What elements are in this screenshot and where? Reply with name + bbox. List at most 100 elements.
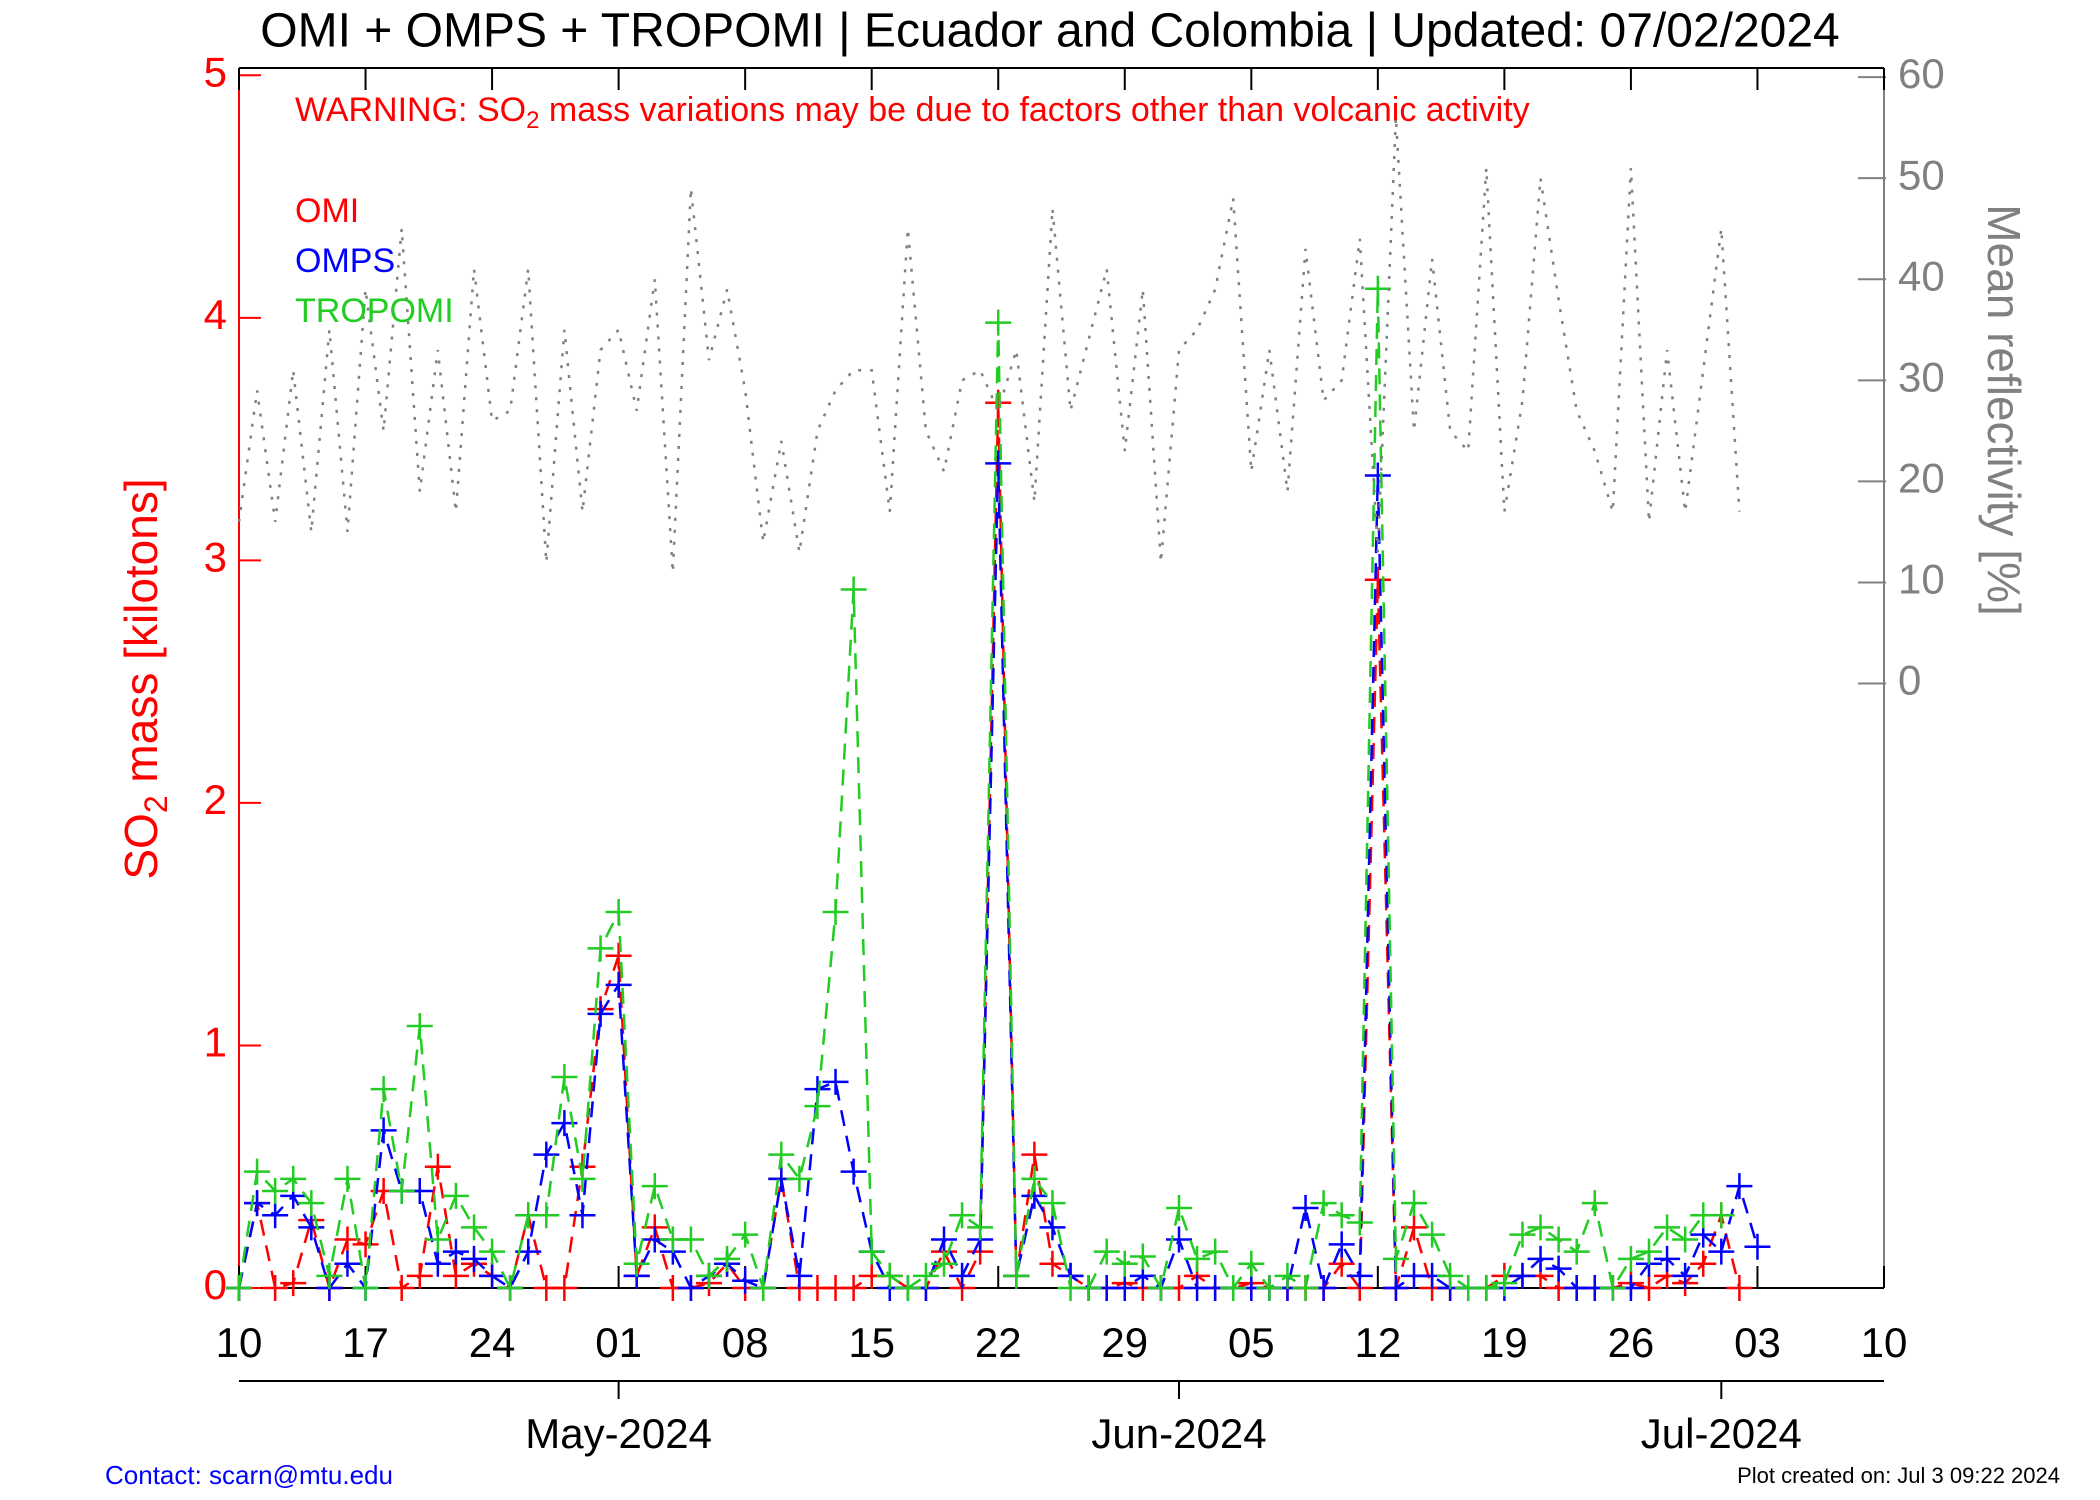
data-point [750,1275,777,1301]
data-point [605,899,632,926]
data-point [1491,1270,1518,1297]
data-point [1690,1250,1717,1277]
data-point [804,1093,831,1120]
y-tick-label: 3 [204,533,227,580]
data-point [605,971,632,998]
data-point [244,1190,271,1217]
data-point [623,1250,650,1277]
data-point [334,1250,361,1277]
legend-entry: OMI [295,192,359,230]
y-tick-label: 1 [204,1019,227,1066]
data-point [1021,1141,1048,1168]
data-point [1744,1233,1771,1260]
data-point [949,1202,976,1229]
data-point [1202,1238,1229,1265]
data-point [1003,1262,1030,1289]
data-point [370,1076,397,1103]
y2-tick-label: 40 [1898,252,1945,299]
data-point [262,1202,289,1229]
data-point [1563,1238,1590,1265]
warning: WARNING: SO2 mass variations may be due … [295,91,1530,134]
data-point [985,309,1012,336]
x-tick-label: 17 [342,1319,389,1366]
data-point [334,1165,361,1192]
data-point [1256,1275,1283,1301]
chart-title: OMI + OMPS + TROPOMI | Ecuador and Colom… [260,5,1840,58]
data-point [985,389,1012,416]
data-point [1382,1245,1409,1272]
data-point [1527,1214,1554,1241]
data-point [1599,1275,1626,1301]
data-point [1093,1238,1120,1265]
data-point [768,1141,795,1168]
data-point [949,1262,976,1289]
series-line [237,288,1722,1292]
data-point [1654,1245,1681,1272]
data-point [533,1202,560,1229]
contact[interactable]: Contact: scarn@mtu.edu [105,1460,393,1490]
data-point [533,1141,560,1168]
data-point [479,1238,506,1265]
data-point [1292,1275,1319,1301]
data-point [1545,1226,1572,1253]
data-point [1401,1190,1427,1217]
data-point [424,1226,451,1253]
data-point [840,576,867,603]
data-point [1364,275,1391,302]
data-point [840,1158,867,1185]
month-label: Jul-2024 [1641,1410,1802,1457]
data-point [822,1068,849,1095]
y-tick-label: 4 [204,291,227,338]
x-tick-label: 03 [1734,1319,1781,1366]
warning-text: WARNING: SO [295,91,526,129]
data-point [406,1013,433,1040]
data-point [1581,1190,1608,1217]
data-point [298,1190,325,1217]
y2-tick-label: 60 [1898,50,1945,97]
data-point [714,1245,741,1272]
data-point [985,450,1012,477]
data-point [1708,1238,1735,1265]
data-point [1364,566,1391,593]
y2-tick-label: 20 [1898,454,1945,501]
x-tick-label: 22 [975,1319,1022,1366]
data-point [461,1245,487,1272]
data-point [1654,1214,1681,1241]
data-point [912,1262,939,1289]
data-point [786,1262,813,1289]
data-point [352,1275,379,1301]
x-tick-label: 15 [848,1319,895,1366]
data-point [1111,1250,1138,1277]
data-point [876,1262,903,1289]
data-point [1039,1214,1066,1241]
data-point [1726,1275,1753,1301]
data-point [262,1275,289,1301]
data-point [1166,1226,1192,1253]
x-tick-label: 12 [1354,1319,1401,1366]
data-point [587,1000,614,1027]
data-point [732,1221,759,1248]
month-label: Jun-2024 [1091,1410,1266,1457]
x-tick-label: 05 [1228,1319,1275,1366]
data-point [1346,1209,1373,1236]
series-line [237,463,1759,1293]
data-point [1039,1250,1066,1277]
data-point [551,1275,578,1301]
data-point [1147,1275,1174,1301]
x-tick-label: 08 [722,1319,769,1366]
data-point [1274,1262,1301,1289]
data-point [1364,462,1391,489]
data-point [424,1250,451,1277]
data-point [442,1238,469,1265]
data-point [1382,1275,1409,1301]
data-point [931,1250,957,1277]
data-point [677,1275,704,1301]
data-point [1111,1275,1138,1301]
data-point [1509,1262,1536,1289]
y2-tick-label: 30 [1898,353,1945,400]
data-point [894,1275,921,1301]
data-point [1708,1202,1735,1229]
data-point [1509,1221,1536,1248]
data-point [967,1214,994,1241]
